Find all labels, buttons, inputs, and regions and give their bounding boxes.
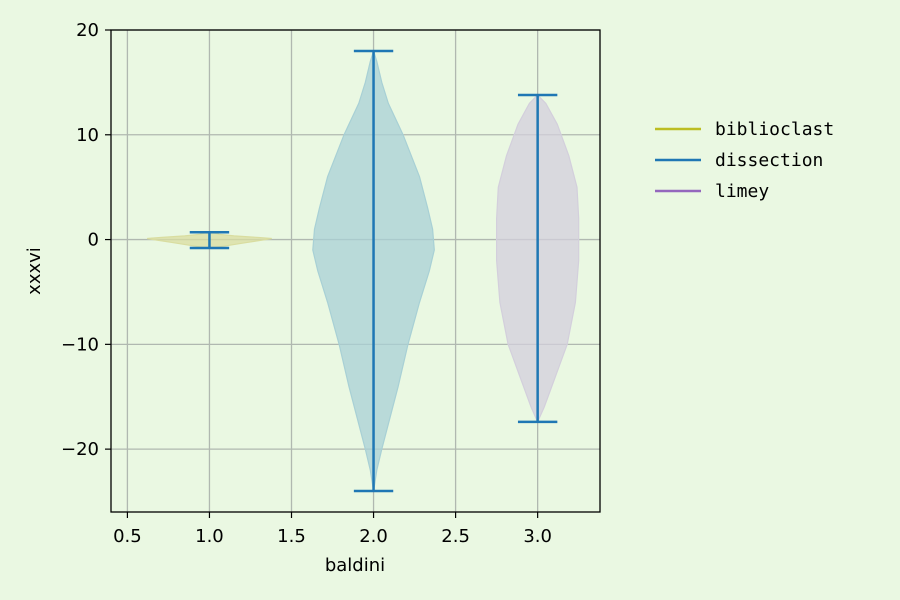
x-tick-label: 1.0: [195, 526, 224, 547]
legend-label-limey: limey: [715, 181, 769, 202]
violins: [147, 48, 580, 493]
y-tick-label: 20: [76, 20, 99, 41]
plot-frame: [110, 29, 601, 513]
legend: biblioclast dissection limey: [655, 119, 834, 202]
y-tick-label: −20: [61, 439, 99, 460]
x-tick-label: 2.5: [441, 526, 470, 547]
axes: 0.5 1.0 1.5 2.0 2.5 3.0 −20 −10 0 10 20: [61, 20, 601, 547]
y-tick-label: 0: [88, 230, 99, 251]
legend-label-biblioclast: biblioclast: [715, 119, 834, 140]
legend-label-dissection: dissection: [715, 150, 823, 171]
x-tick-label: 0.5: [113, 526, 142, 547]
y-tick-label: −10: [61, 334, 99, 355]
x-tick-label: 1.5: [277, 526, 306, 547]
x-tick-label: 2.0: [359, 526, 388, 547]
y-axis-label: xxxvi: [24, 247, 45, 295]
x-tick-label: 3.0: [523, 526, 552, 547]
y-tick-label: 10: [76, 125, 99, 146]
x-axis-label: baldini: [325, 555, 385, 576]
